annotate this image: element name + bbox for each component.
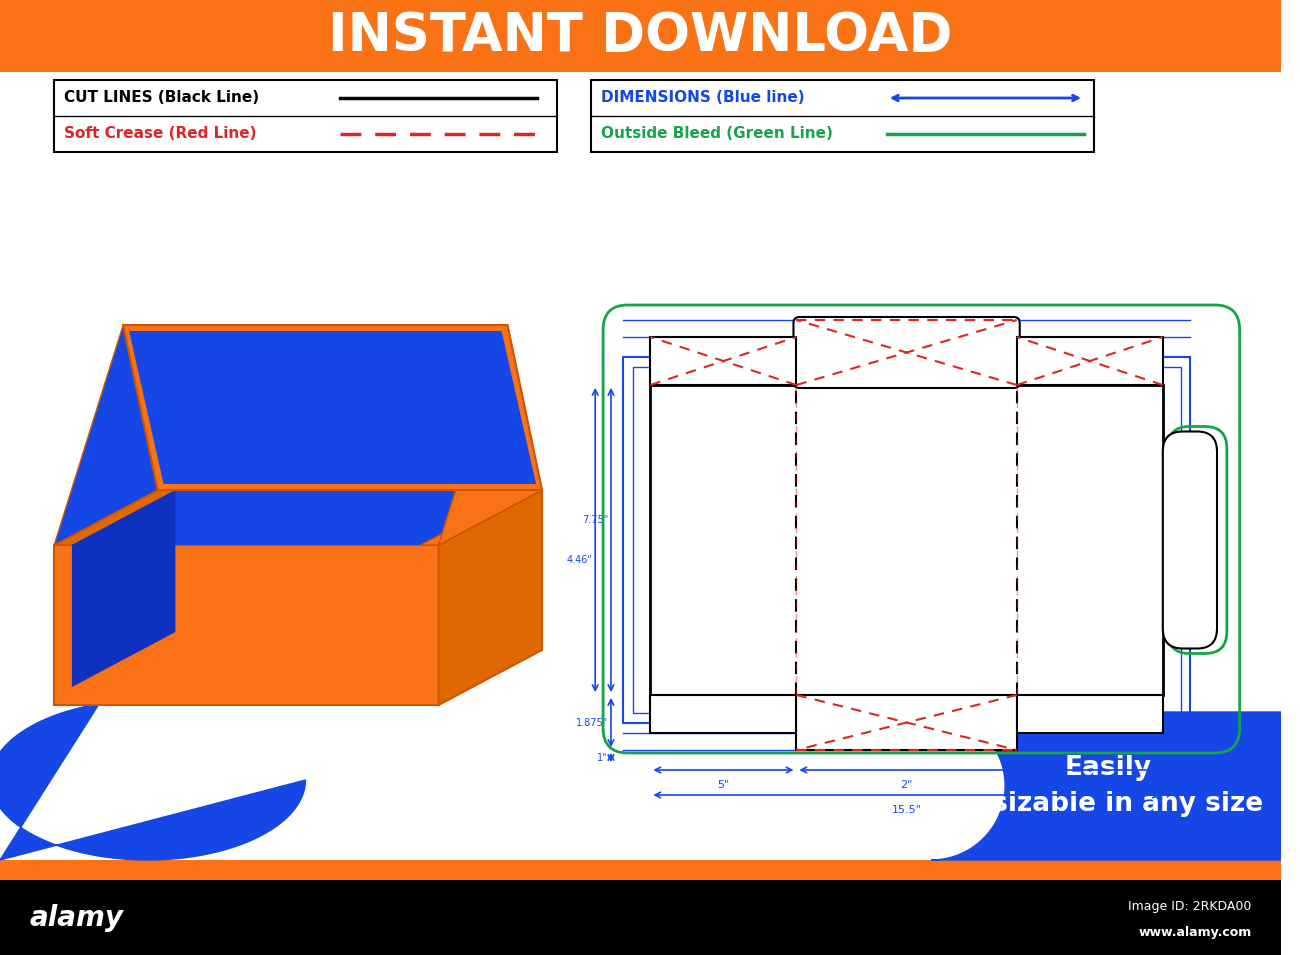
FancyBboxPatch shape xyxy=(1162,432,1217,648)
Bar xyxy=(633,367,1180,713)
Polygon shape xyxy=(438,325,542,545)
Polygon shape xyxy=(55,490,542,545)
Polygon shape xyxy=(72,490,176,687)
Text: www.alamy.com: www.alamy.com xyxy=(1139,926,1252,939)
Bar xyxy=(1017,695,1162,733)
Polygon shape xyxy=(0,704,306,860)
Bar xyxy=(650,695,797,733)
Bar xyxy=(0,860,1280,880)
Text: 1.875": 1.875" xyxy=(576,717,608,728)
Polygon shape xyxy=(931,712,1280,860)
Polygon shape xyxy=(438,490,542,705)
Bar xyxy=(1017,337,1162,385)
Bar xyxy=(650,385,1162,695)
Text: 15.5": 15.5" xyxy=(892,805,922,815)
Bar xyxy=(592,80,1093,152)
Text: Outside Bleed (Green Line): Outside Bleed (Green Line) xyxy=(601,126,833,141)
Text: 5": 5" xyxy=(718,780,729,790)
Polygon shape xyxy=(55,545,438,705)
Text: 5": 5" xyxy=(1084,780,1096,790)
Bar xyxy=(650,337,797,385)
Text: 4.46": 4.46" xyxy=(567,555,593,565)
Bar xyxy=(0,0,1280,72)
Polygon shape xyxy=(124,325,542,490)
Text: 1": 1" xyxy=(598,753,608,763)
Text: DIMENSIONS (Blue line): DIMENSIONS (Blue line) xyxy=(601,91,805,105)
Text: INSTANT DOWNLOAD: INSTANT DOWNLOAD xyxy=(329,10,953,62)
Polygon shape xyxy=(421,490,542,545)
Text: Soft Crease (Red Line): Soft Crease (Red Line) xyxy=(64,126,256,141)
Text: Easily
Resizable in any size: Easily Resizable in any size xyxy=(954,755,1264,817)
Polygon shape xyxy=(72,490,524,545)
Bar xyxy=(0,880,1280,955)
Polygon shape xyxy=(55,325,157,545)
Text: CUT LINES (Black Line): CUT LINES (Black Line) xyxy=(64,91,259,105)
Text: 2": 2" xyxy=(901,780,913,790)
Text: 7.75": 7.75" xyxy=(582,515,608,525)
FancyBboxPatch shape xyxy=(793,317,1019,388)
Bar xyxy=(623,357,1191,723)
Text: alamy: alamy xyxy=(30,903,124,931)
Polygon shape xyxy=(129,331,536,484)
Bar xyxy=(55,80,556,152)
Text: Image ID: 2RKDA00: Image ID: 2RKDA00 xyxy=(1128,900,1252,913)
Bar xyxy=(797,695,1017,750)
